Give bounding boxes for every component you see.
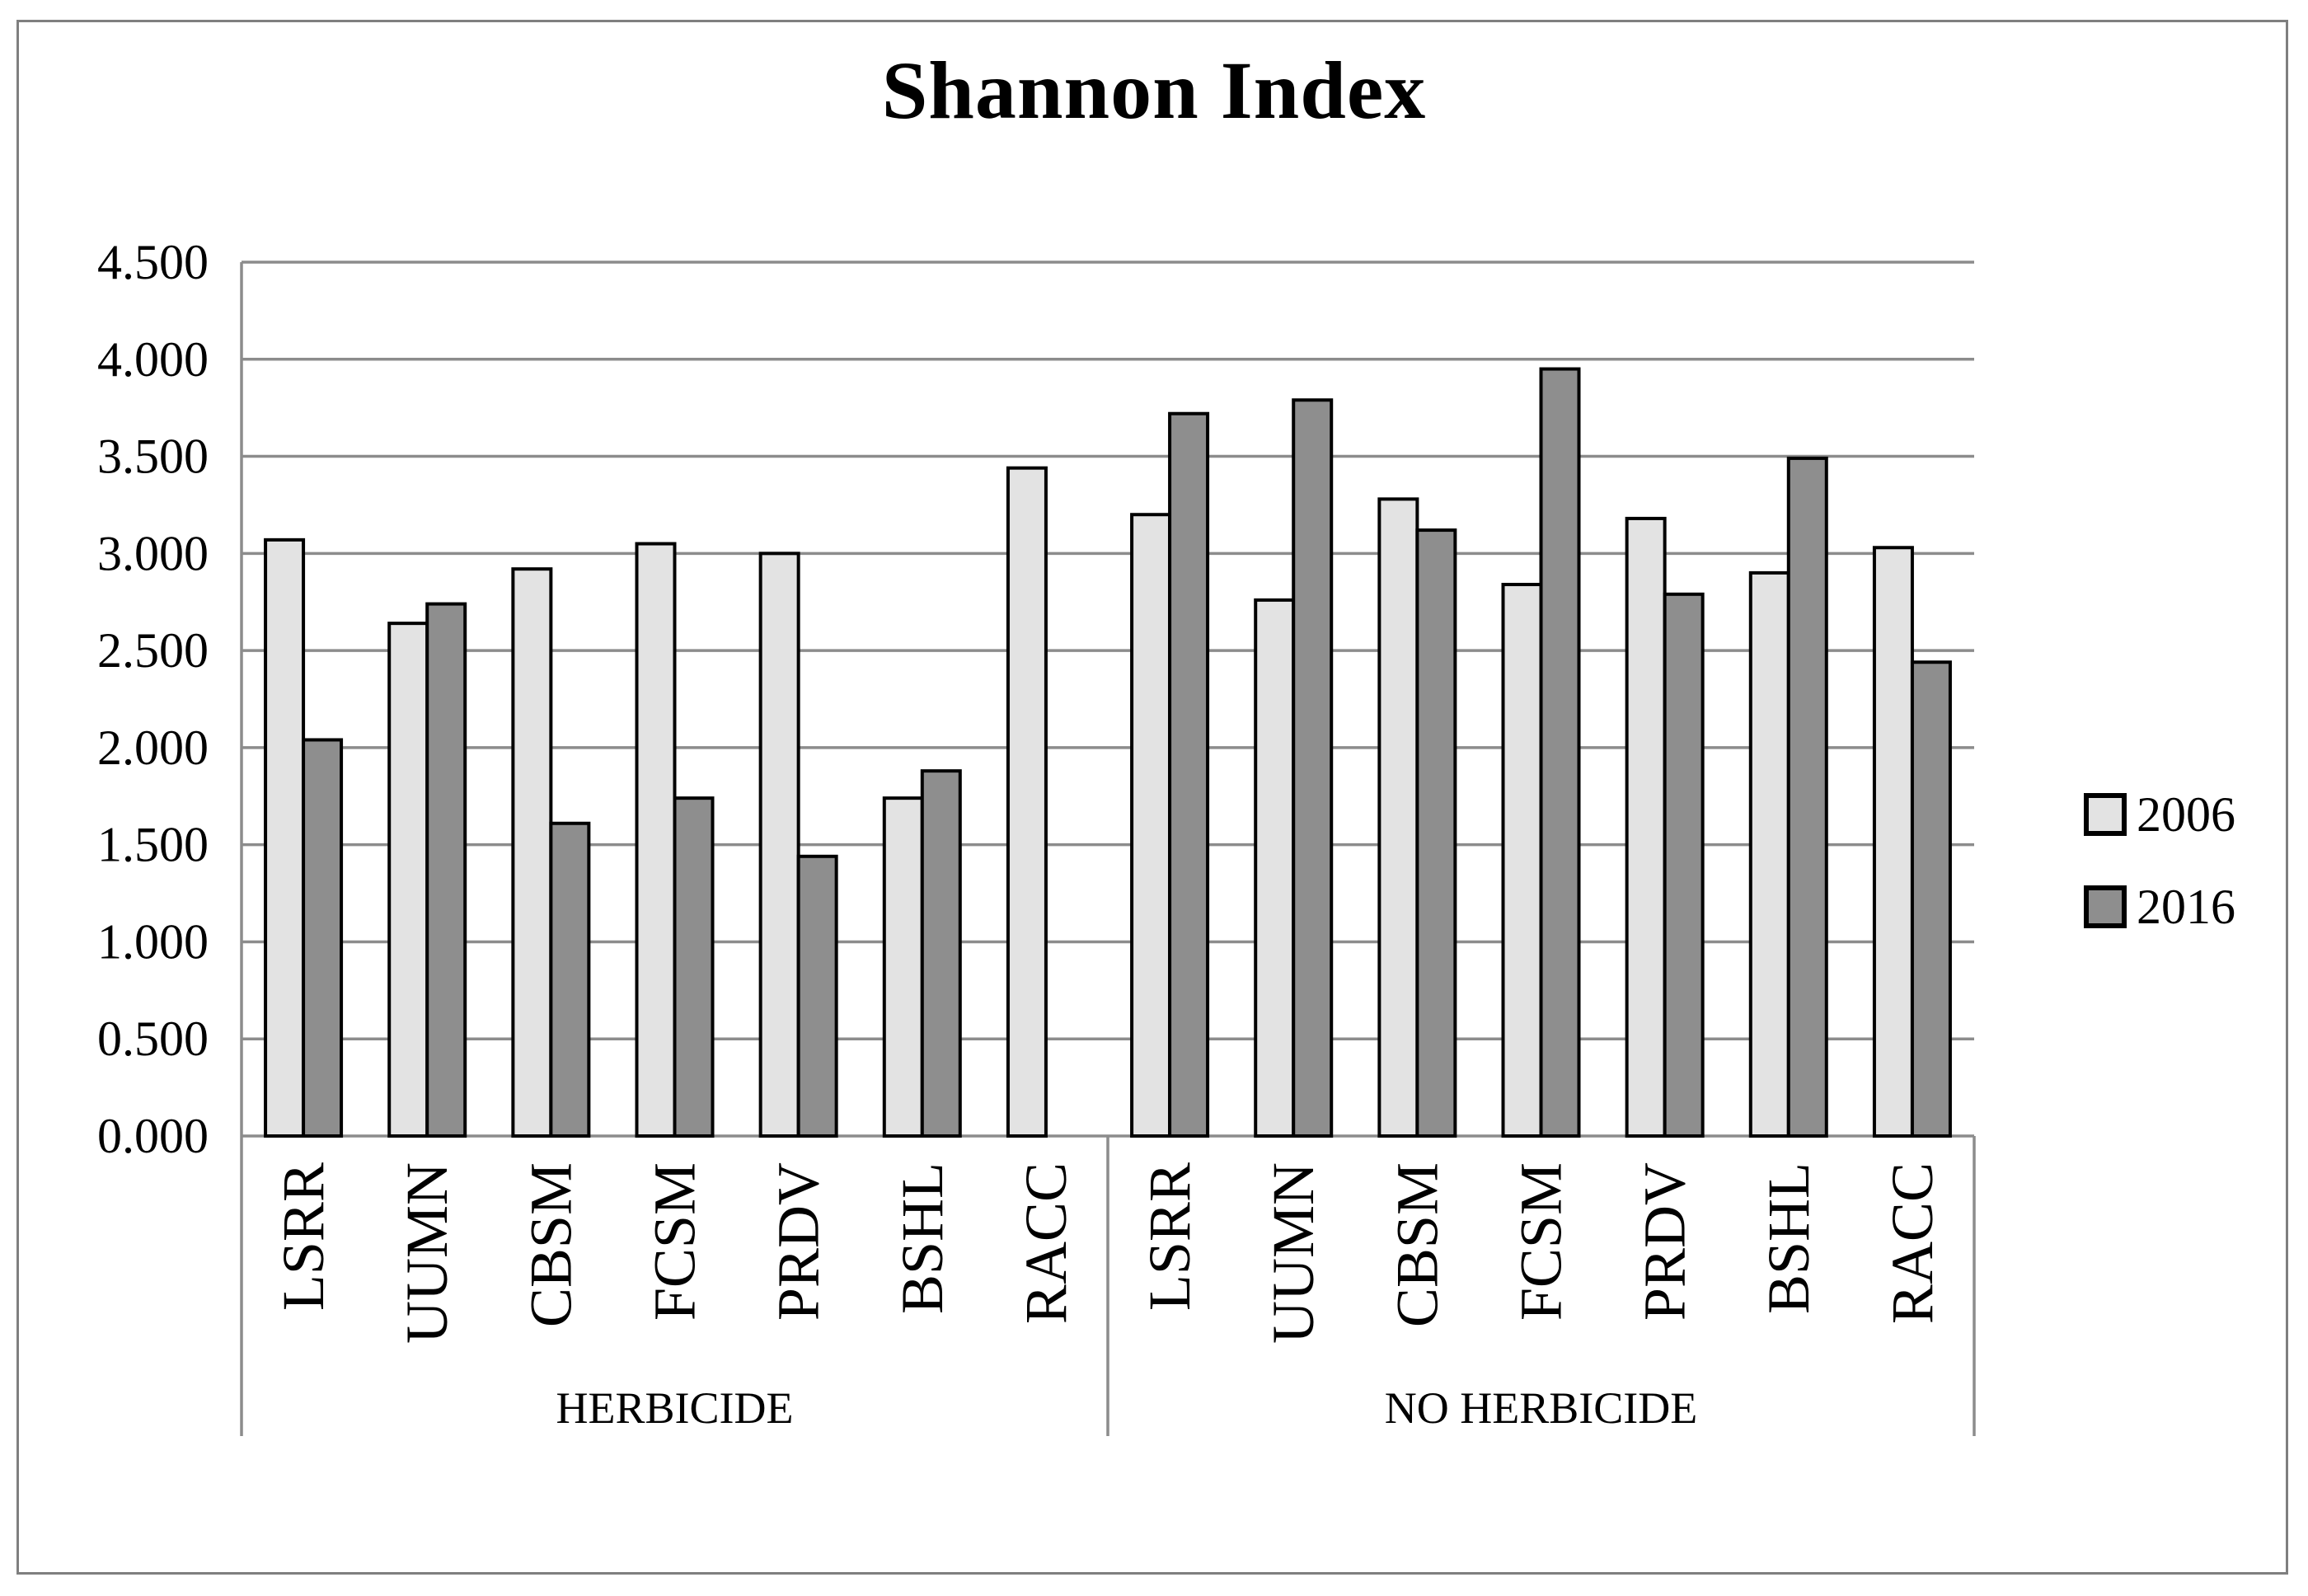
y-tick-label: 1.000	[97, 914, 209, 969]
bar-herbicide-bshl-2006	[882, 796, 924, 1138]
category-label: CBSM	[518, 1162, 584, 1327]
category-label: PRDV	[766, 1162, 832, 1321]
bar-herbicide-prdv-2006	[758, 552, 800, 1138]
y-tick-label: 3.500	[97, 430, 209, 484]
chart-title: Shannon Index	[881, 45, 1427, 136]
bar-herbicide-lsrr-2006	[264, 537, 306, 1138]
category-label: UUMN	[1260, 1162, 1326, 1344]
bar-no-herbicide-uumn-2006	[1254, 598, 1296, 1138]
bar-no-herbicide-uumn-2016	[1292, 398, 1334, 1138]
bar-herbicide-uumn-2006	[387, 622, 429, 1138]
legend-item-2006: 2006	[2084, 790, 2235, 839]
bar-herbicide-bshl-2016	[920, 769, 962, 1138]
bar-no-herbicide-lsrr-2006	[1130, 513, 1172, 1138]
bar-herbicide-fcsm-2016	[673, 796, 715, 1138]
bar-herbicide-lsrr-2016	[302, 738, 344, 1138]
group-label: HERBICIDE	[556, 1383, 794, 1433]
category-label: LSRR	[1137, 1162, 1203, 1311]
y-tick-label: 0.000	[97, 1109, 209, 1163]
category-label: BSHL	[889, 1162, 955, 1314]
category-label: RACC	[1013, 1162, 1079, 1324]
y-tick-label: 4.500	[97, 235, 209, 289]
bar-herbicide-cbsm-2006	[511, 567, 553, 1138]
bar-no-herbicide-fcsm-2016	[1539, 367, 1581, 1138]
bar-no-herbicide-cbsm-2006	[1377, 497, 1419, 1138]
bar-no-herbicide-cbsm-2016	[1415, 528, 1457, 1138]
legend: 2006 2016	[2084, 790, 2235, 974]
category-label: FCSM	[642, 1162, 708, 1321]
legend-swatch-2016	[2084, 885, 2127, 928]
category-label: UUMN	[394, 1162, 460, 1344]
bar-no-herbicide-racc-2006	[1872, 546, 1914, 1138]
bar-no-herbicide-racc-2016	[1910, 660, 1952, 1138]
y-tick-label: 0.500	[97, 1012, 209, 1066]
bar-no-herbicide-fcsm-2006	[1501, 583, 1543, 1138]
bar-herbicide-cbsm-2016	[549, 821, 591, 1138]
bar-no-herbicide-prdv-2006	[1625, 516, 1667, 1138]
bar-herbicide-fcsm-2006	[635, 542, 677, 1138]
y-tick-label: 1.500	[97, 818, 209, 872]
category-label: BSHL	[1756, 1162, 1822, 1314]
category-label: FCSM	[1508, 1162, 1574, 1321]
legend-item-2016: 2016	[2084, 882, 2235, 932]
bar-herbicide-prdv-2016	[796, 854, 838, 1138]
y-tick-label: 2.000	[97, 721, 209, 775]
y-tick-label: 3.000	[97, 526, 209, 580]
bar-no-herbicide-prdv-2016	[1663, 592, 1705, 1138]
legend-label-2006: 2006	[2137, 787, 2235, 842]
category-label: CBSM	[1384, 1162, 1450, 1327]
y-tick-label: 4.000	[97, 332, 209, 387]
category-label: PRDV	[1632, 1162, 1698, 1321]
bar-herbicide-uumn-2016	[425, 602, 467, 1138]
group-label: NO HERBICIDE	[1385, 1383, 1697, 1433]
legend-label-2016: 2016	[2137, 880, 2235, 934]
category-label: RACC	[1879, 1162, 1945, 1324]
y-tick-label: 2.500	[97, 623, 209, 678]
bar-no-herbicide-bshl-2006	[1748, 570, 1790, 1138]
legend-swatch-2006	[2084, 793, 2127, 836]
bar-no-herbicide-lsrr-2016	[1168, 411, 1210, 1138]
bar-no-herbicide-bshl-2016	[1786, 456, 1828, 1138]
category-label: LSRR	[270, 1162, 336, 1311]
figure-border	[16, 20, 2288, 1575]
bar-herbicide-racc-2006	[1006, 466, 1048, 1138]
